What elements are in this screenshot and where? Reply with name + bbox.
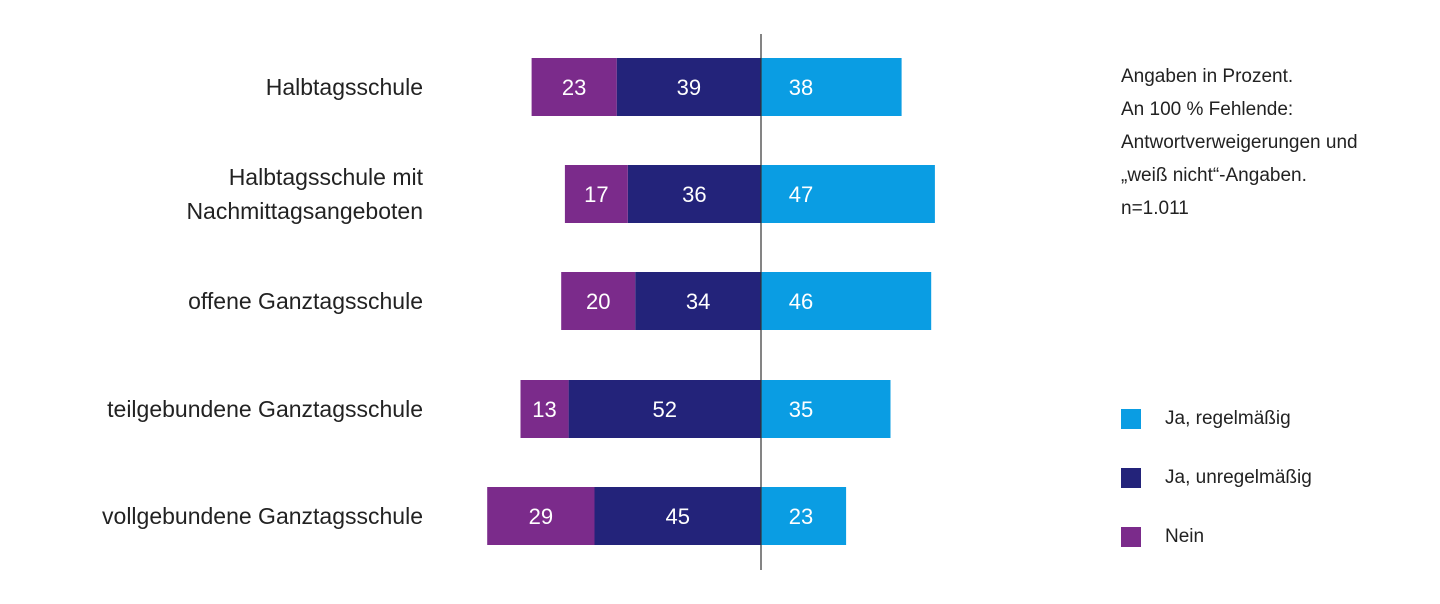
- data-label: 13: [532, 397, 556, 422]
- category-label: vollgebundene Ganztagsschule: [102, 503, 423, 529]
- legend-item-nein: Nein: [1121, 522, 1312, 552]
- data-label: 36: [682, 182, 706, 207]
- bar-ja-unregelmaessig: [635, 272, 761, 330]
- legend-item-ja-regelmaessig: Ja, regelmäßig: [1121, 404, 1312, 434]
- bar-ja-regelmaessig: [761, 165, 935, 223]
- legend-swatch: [1121, 527, 1141, 547]
- legend: Ja, regelmäßig Ja, unregelmäßig Nein: [1121, 404, 1312, 581]
- data-label: 47: [789, 182, 813, 207]
- data-label: 20: [586, 289, 610, 314]
- data-label: 29: [529, 504, 553, 529]
- bar-ja-unregelmaessig: [627, 165, 761, 223]
- bar-nein: [561, 272, 636, 330]
- data-label: 17: [584, 182, 608, 207]
- note-line: n=1.011: [1121, 198, 1189, 219]
- bar-ja-regelmaessig: [761, 58, 902, 116]
- data-label: 46: [789, 289, 813, 314]
- category-label: Nachmittagsangeboten: [186, 198, 423, 224]
- bar-ja-unregelmaessig: [594, 487, 761, 545]
- bar-nein: [531, 58, 617, 116]
- category-label: offene Ganztagsschule: [188, 288, 423, 314]
- legend-label: Ja, regelmäßig: [1165, 408, 1291, 429]
- bar-ja-regelmaessig: [761, 272, 932, 330]
- data-label: 34: [686, 289, 710, 314]
- chart-note: Angaben in Prozent. An 100 % Fehlende: A…: [1121, 60, 1358, 225]
- note-line: An 100 % Fehlende:: [1121, 99, 1294, 120]
- bar-ja-regelmaessig: [761, 380, 891, 438]
- legend-swatch: [1121, 409, 1141, 429]
- legend-label: Nein: [1165, 526, 1205, 547]
- note-line: Antwortverweigerungen und: [1121, 132, 1358, 153]
- bar-nein: [487, 487, 595, 545]
- data-label: 38: [789, 75, 813, 100]
- note-line: „weiß nicht“-Angaben.: [1121, 165, 1307, 186]
- data-label: 52: [653, 397, 677, 422]
- category-label: teilgebundene Ganztagsschule: [107, 396, 423, 422]
- bar-nein: [564, 165, 628, 223]
- data-label: 23: [789, 504, 813, 529]
- data-label: 45: [666, 504, 690, 529]
- bar-ja-unregelmaessig: [616, 58, 761, 116]
- data-label: 35: [789, 397, 813, 422]
- note-line: Angaben in Prozent.: [1121, 66, 1294, 87]
- bar-nein: [520, 380, 569, 438]
- legend-label: Ja, unregelmäßig: [1165, 467, 1312, 488]
- category-label: Halbtagsschule: [266, 74, 423, 100]
- legend-item-ja-unregelmaessig: Ja, unregelmäßig: [1121, 463, 1312, 493]
- bar-ja-regelmaessig: [761, 487, 847, 545]
- data-label: 23: [562, 75, 586, 100]
- category-label: Halbtagsschule mit: [229, 164, 424, 190]
- data-label: 39: [677, 75, 701, 100]
- legend-swatch: [1121, 468, 1141, 488]
- bar-ja-unregelmaessig: [568, 380, 761, 438]
